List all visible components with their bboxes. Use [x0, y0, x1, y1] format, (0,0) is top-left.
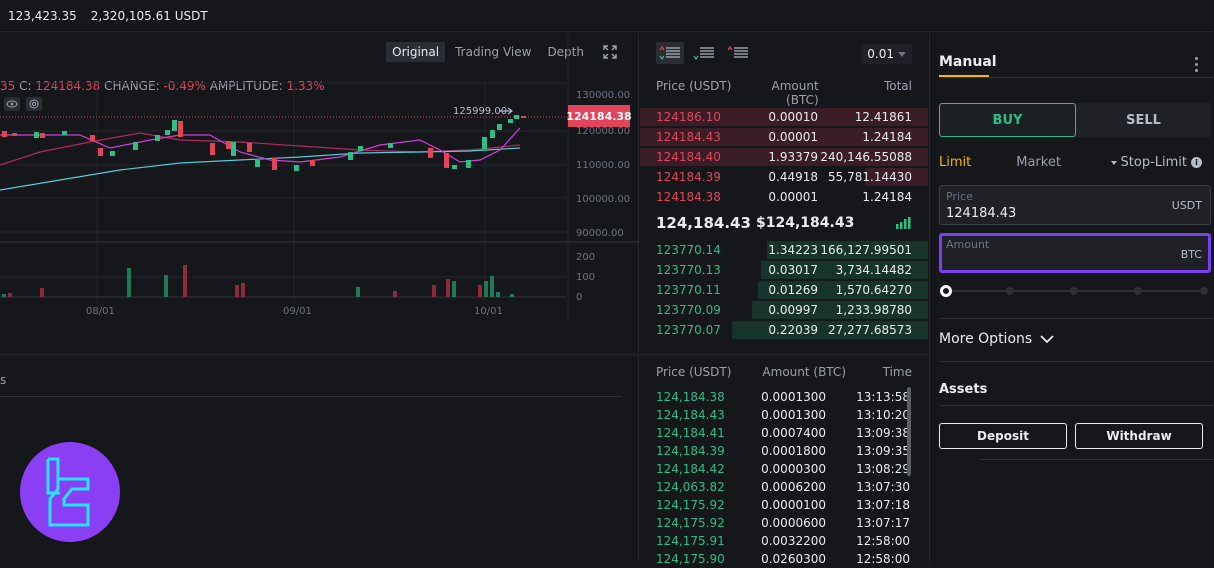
- tab-stop-limit[interactable]: Stop-Limit i: [1110, 155, 1202, 170]
- tab-trading-view[interactable]: Trading View: [455, 45, 532, 59]
- svg-text:120000.00: 120000.00: [576, 126, 630, 137]
- bid-row[interactable]: 123770.14 1.34223 166,127.99501: [640, 241, 928, 259]
- chart-view-tabs: Original Trading View Depth: [386, 42, 618, 62]
- svg-text:100: 100: [576, 272, 595, 283]
- indicator-toggles: [4, 97, 42, 111]
- logo-mark-icon: [46, 457, 90, 527]
- trade-row: 124,184.41 0.0007400 13:09:38: [656, 426, 910, 440]
- brand-logo: [20, 442, 120, 542]
- trades-scrollbar[interactable]: [907, 387, 911, 476]
- precision-select[interactable]: 0.01: [861, 44, 912, 64]
- asks-only-view-icon[interactable]: [724, 42, 752, 64]
- active-tab-indicator: [939, 75, 989, 77]
- ask-row[interactable]: 124184.43 0.00001 1.24184: [640, 128, 928, 146]
- chevron-down-icon: [898, 51, 906, 57]
- trade-row: 124,175.92 0.0000600 13:07:17: [656, 516, 910, 530]
- tab-original[interactable]: Original: [386, 42, 446, 62]
- buy-button[interactable]: BUY: [939, 103, 1076, 137]
- header-total: Total: [883, 79, 912, 93]
- svg-text:110000.00: 110000.00: [576, 160, 630, 171]
- orderbook-view-toggles: [656, 42, 752, 64]
- high-marker-label: 125999.00: [453, 106, 507, 117]
- svg-text:09/01: 09/01: [283, 306, 312, 317]
- volume-bars: [2, 265, 514, 297]
- svg-text:200: 200: [576, 252, 595, 263]
- side-toggle: BUY SELL: [939, 103, 1211, 137]
- sell-button[interactable]: SELL: [1126, 112, 1161, 128]
- divider: [980, 459, 1214, 460]
- recent-trades: Price (USDT) Amount (BTC) Time 124,184.3…: [640, 354, 928, 566]
- trade-row: 124,175.92 0.0000100 13:07:18: [656, 498, 910, 512]
- order-book: 0.01 Price (USDT) Amount (BTC) Total 124…: [640, 33, 928, 353]
- divider: [939, 318, 1214, 319]
- svg-text:0: 0: [576, 292, 582, 303]
- trade-row: 124,063.82 0.0006200 13:07:30: [656, 480, 910, 494]
- divider: [0, 396, 622, 397]
- price-field[interactable]: Price 124184.43 USDT: [939, 185, 1211, 225]
- svg-text:90000.00: 90000.00: [576, 228, 624, 239]
- more-options-toggle[interactable]: More Options: [939, 331, 1054, 347]
- trade-row: 124,184.42 0.0000300 13:08:29: [656, 462, 910, 476]
- orders-tab-label[interactable]: s: [0, 373, 7, 387]
- trade-row: 124,184.38 0.0001300 13:13:58: [656, 390, 910, 404]
- current-price-tag: 124184.38: [566, 105, 632, 127]
- ask-row[interactable]: 124184.40 1.93379 240,146.55088: [640, 148, 928, 166]
- divider: [939, 361, 1214, 362]
- bid-row[interactable]: 123770.13 0.03017 3,734.14482: [640, 261, 928, 279]
- stat-value-2: 2,320,105.61 USDT: [90, 8, 208, 23]
- stat-value-1: 123,423.35: [8, 8, 77, 23]
- more-menu-icon[interactable]: [1195, 57, 1198, 72]
- divider: [939, 77, 1214, 78]
- caret-down-icon: [1110, 160, 1117, 165]
- both-sides-view-icon[interactable]: [656, 42, 684, 64]
- candlestick-chart[interactable]: 125999.00 130000.00 120000.00 110000.00 …: [0, 33, 639, 333]
- info-icon[interactable]: i: [1191, 157, 1202, 168]
- tab-market[interactable]: Market: [1016, 155, 1061, 170]
- svg-text:08/01: 08/01: [86, 306, 115, 317]
- chevron-down-icon: [1040, 334, 1054, 343]
- candles: [2, 115, 526, 171]
- trade-row: 124,184.43 0.0001300 13:10:20: [656, 408, 910, 422]
- trades-header: Price (USDT) Amount (BTC) Time: [656, 365, 912, 379]
- trade-panel: Manual BUY SELL Limit Market Stop-Limit …: [929, 33, 1214, 562]
- eye-icon[interactable]: [4, 97, 20, 111]
- precision-value: 0.01: [867, 47, 894, 61]
- assets-heading: Assets: [939, 382, 988, 397]
- bid-row[interactable]: 123770.11 0.01269 1,570.64270: [640, 281, 928, 299]
- signal-bars-icon: [896, 217, 911, 229]
- deposit-button[interactable]: Deposit: [939, 423, 1067, 449]
- svg-text:10/01: 10/01: [474, 306, 503, 317]
- amount-field[interactable]: Amount BTC: [939, 233, 1211, 273]
- chart-panel: Original Trading View Depth 35 C: 124184…: [0, 33, 639, 353]
- divider: [939, 405, 1214, 406]
- tab-depth[interactable]: Depth: [547, 45, 584, 59]
- bid-row[interactable]: 123770.09 0.00997 1,233.98780: [640, 301, 928, 319]
- bid-row[interactable]: 123770.07 0.22039 27,277.68573: [640, 321, 928, 339]
- header-price: Price (USDT): [656, 79, 732, 93]
- fullscreen-icon[interactable]: [602, 44, 618, 60]
- svg-text:100000.00: 100000.00: [576, 194, 630, 205]
- slider-handle[interactable]: [940, 285, 952, 297]
- bids-only-view-icon[interactable]: [690, 42, 718, 64]
- last-price: 124,184.43: [656, 214, 751, 232]
- order-type-tabs: Limit Market Stop-Limit i: [939, 155, 1202, 170]
- trade-row: 124,175.91 0.0032200 12:58:00: [656, 534, 910, 548]
- svg-text:130000.00: 130000.00: [576, 90, 630, 101]
- trade-row: 124,184.39 0.0001800 13:09:35: [656, 444, 910, 458]
- last-price-row: 124,184.43 $124,184.43: [656, 214, 912, 232]
- ask-row[interactable]: 124184.38 0.00001 1.24184: [656, 190, 912, 204]
- orderbook-header: Price (USDT) Amount (BTC) Total: [656, 79, 912, 107]
- trade-row: 124,175.90 0.0260300 12:58:00: [656, 552, 910, 566]
- tab-limit[interactable]: Limit: [939, 155, 972, 170]
- ask-row[interactable]: 124184.39 0.44918 55,781.14430: [640, 168, 928, 186]
- panel-title[interactable]: Manual: [939, 54, 997, 70]
- header-amount: Amount (BTC): [771, 79, 819, 107]
- settings-icon[interactable]: [26, 97, 42, 111]
- top-bar: 123,423.35 2,320,105.61 USDT: [0, 0, 1214, 32]
- last-price-usd: $124,184.43: [756, 215, 855, 231]
- amount-slider[interactable]: [940, 284, 1208, 298]
- ask-row[interactable]: 124186.10 0.00010 12.41861: [640, 108, 928, 126]
- asset-actions: Deposit Withdraw: [939, 423, 1203, 449]
- withdraw-button[interactable]: Withdraw: [1075, 423, 1203, 449]
